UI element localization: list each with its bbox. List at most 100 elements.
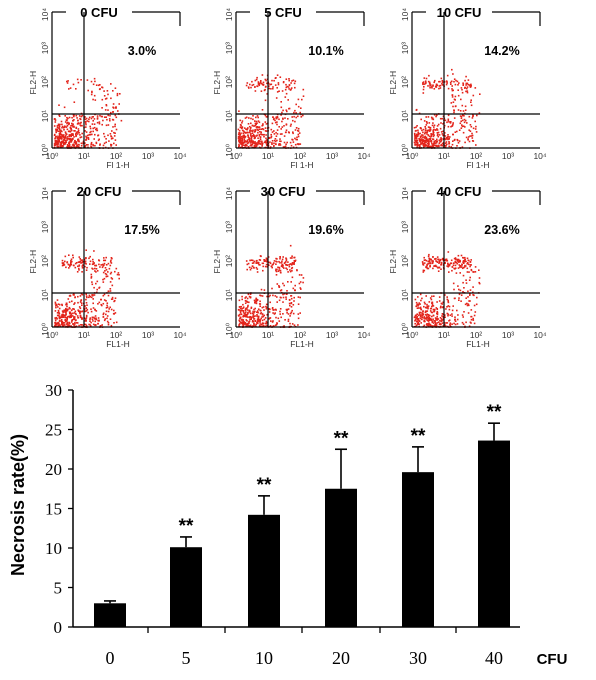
scatter-point [248, 310, 251, 312]
y-tick-label: 10⁰ [224, 143, 234, 156]
scatter-point [56, 136, 59, 139]
scatter-point [286, 312, 288, 314]
scatter-point [291, 266, 294, 269]
scatter-point [287, 131, 290, 133]
scatter-point [431, 304, 434, 307]
scatter-point [474, 271, 477, 273]
scatter-point [446, 82, 448, 84]
scatter-point [84, 265, 86, 268]
scatter-point [69, 263, 72, 265]
scatter-point [440, 122, 442, 124]
scatter-point [285, 109, 288, 111]
scatter-point [249, 318, 251, 321]
scatter-point [242, 132, 245, 134]
scatter-point [459, 259, 461, 262]
scatter-point [422, 262, 424, 265]
scatter-point [290, 306, 293, 308]
scatter-point [429, 137, 432, 139]
scatter-point [454, 131, 457, 133]
scatter-point [300, 274, 303, 276]
scatter-point [69, 87, 72, 89]
scatter-point [440, 131, 443, 133]
scatter-point [271, 122, 274, 125]
scatter-point [428, 322, 430, 324]
scatter-point [255, 299, 258, 302]
bar [170, 547, 202, 627]
scatter-point [102, 313, 105, 316]
scatter-point [81, 259, 84, 261]
scatter-point [422, 144, 425, 147]
scatter-point [255, 302, 258, 305]
scatter-point [426, 266, 428, 269]
scatter-point [92, 258, 94, 261]
scatter-point [451, 315, 453, 317]
scatter-point [247, 305, 249, 308]
y-tick-label: 10³ [400, 221, 410, 233]
scatter-point [424, 140, 426, 143]
scatter-point [452, 101, 455, 103]
scatter-point [57, 321, 60, 324]
scatter-point [297, 105, 300, 108]
scatter-point [92, 294, 94, 297]
scatter-point [453, 117, 456, 119]
scatter-point [81, 304, 83, 306]
scatter-point [114, 270, 116, 273]
scatter-point [428, 143, 430, 145]
scatter-point [102, 294, 105, 297]
scatter-point [415, 126, 417, 129]
scatter-point [74, 296, 76, 298]
scatter-point [110, 145, 112, 147]
scatter-point [106, 304, 108, 307]
scatter-point [471, 134, 474, 137]
bar-y-axis-title: Necrosis rate(%) [8, 434, 28, 576]
scatter-point [95, 128, 97, 131]
scatter-point [261, 145, 263, 147]
scatter-point [279, 313, 281, 315]
x-tick-label: 10¹ [78, 330, 90, 340]
scatter-point [62, 314, 65, 316]
scatter-point [268, 311, 271, 313]
scatter-point [280, 271, 282, 274]
scatter-point [423, 256, 425, 259]
scatter-point [252, 129, 254, 132]
x-tick-label: 10³ [142, 330, 154, 340]
scatter-point [423, 143, 426, 145]
scatter-point [423, 120, 426, 122]
scatter-point [270, 88, 272, 90]
scatter-point [459, 266, 461, 269]
scatter-point [449, 263, 451, 266]
necrosis-percent: 23.6% [484, 223, 519, 237]
scatter-point [292, 312, 295, 315]
scatter-point [77, 261, 80, 263]
scatter-point [259, 294, 261, 297]
scatter-point [456, 318, 459, 321]
scatter-point [285, 78, 288, 80]
scatter-point [70, 141, 73, 143]
scatter-point [104, 270, 106, 272]
scatter-point [58, 313, 61, 315]
scatter-point [246, 139, 249, 141]
scatter-point [65, 302, 68, 305]
panel-label: 0 CFU [80, 5, 118, 20]
scatter-point [295, 138, 297, 141]
scatter-point [428, 301, 431, 303]
scatter-point [461, 104, 464, 107]
scatter-point [297, 98, 300, 101]
scatter-point [250, 86, 252, 89]
scatter-point [116, 94, 119, 97]
scatter-point [284, 88, 287, 91]
scatter-points [413, 251, 481, 328]
scatter-point [274, 121, 277, 124]
scatter-point [75, 126, 78, 129]
scatter-point [68, 130, 70, 132]
scatter-point [422, 81, 425, 83]
x-tick-label: 10¹ [438, 151, 450, 161]
scatter-point [253, 144, 256, 147]
scatter-point [418, 320, 421, 322]
scatter-point [242, 142, 245, 144]
y-tick-label: 10 [45, 539, 62, 558]
scatter-point [417, 318, 420, 320]
scatter-point [420, 118, 422, 121]
scatter-point [245, 319, 248, 321]
scatter-point [414, 134, 416, 137]
